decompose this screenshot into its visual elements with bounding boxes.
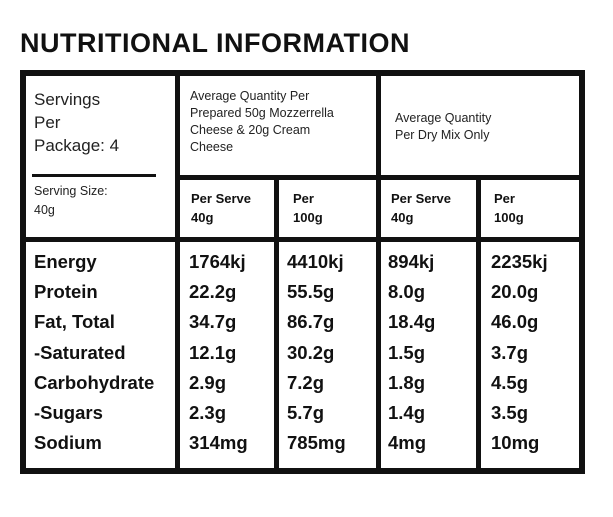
value-cell: 2.3g: [189, 402, 227, 424]
value-cell: 4.5g: [491, 371, 529, 393]
column-header-dry-per-serve: Per Serve 40g: [381, 180, 476, 237]
divider: [32, 174, 156, 177]
servings-label: Per: [34, 113, 61, 132]
value-cell: 314mg: [189, 432, 248, 454]
value-cell: 5.7g: [287, 402, 325, 424]
value-cell: 34.7g: [189, 311, 237, 333]
group-header-line: Average Quantity Per: [190, 89, 310, 103]
values-dry-per-100g: 2235kj 20.0g 46.0g 3.7g 4.5g 3.5g 10mg: [481, 242, 579, 468]
column-group-dry-mix: Average Quantity Per Dry Mix Only: [381, 76, 579, 175]
values-prepared-per-serve: 1764kj 22.2g 34.7g 12.1g 2.9g 2.3g 314mg: [180, 242, 274, 468]
value-cell: 785mg: [287, 432, 346, 454]
column-header-prepared-per-serve: Per Serve 40g: [180, 180, 274, 237]
value-cell: 4mg: [388, 432, 427, 454]
value-cell: 20.0g: [491, 281, 539, 303]
value-cell: 8.0g: [388, 281, 426, 303]
value-cell: 55.5g: [287, 281, 335, 303]
value-cell: 86.7g: [287, 311, 335, 333]
serving-size-label: Serving Size:: [34, 184, 108, 198]
value-cell: 1.5g: [388, 341, 426, 363]
column-header-dry-per-100g: Per 100g: [481, 180, 579, 237]
column-group-prepared: Average Quantity Per Prepared 50g Mozzer…: [180, 76, 376, 175]
value-cell: 18.4g: [388, 311, 436, 333]
values-dry-per-serve: 894kj 8.0g 18.4g 1.5g 1.8g 1.4g 4mg: [381, 242, 476, 468]
row-label-energy: Energy: [34, 251, 97, 272]
values-prepared-per-100g: 4410kj 55.5g 86.7g 30.2g 7.2g 5.7g 785mg: [279, 242, 376, 468]
value-cell: 894kj: [388, 251, 435, 272]
value-cell: 22.2g: [189, 281, 237, 303]
servings-label: Servings: [34, 90, 101, 109]
group-header-line: Cheese: [190, 140, 234, 154]
value-cell: 10mg: [491, 432, 540, 454]
value-cell: 3.7g: [491, 341, 529, 363]
row-label-carbohydrate: Carbohydrate: [34, 371, 155, 393]
group-header-line: Average Quantity: [395, 111, 492, 125]
row-label-sodium: Sodium: [34, 432, 102, 454]
value-cell: 1764kj: [189, 251, 246, 272]
nutrition-table: Servings Per Package: 4 Serving Size: 40…: [20, 70, 585, 474]
value-cell: 4410kj: [287, 251, 344, 272]
value-cell: 46.0g: [491, 311, 539, 333]
servings-count: Package: 4: [34, 136, 120, 155]
group-header-line: Prepared 50g Mozzerrella: [190, 106, 334, 120]
column-header-prepared-per-100g: Per 100g: [279, 180, 376, 237]
value-cell: 12.1g: [189, 341, 237, 363]
nutrient-labels: Energy Protein Fat, Total -Saturated Car…: [26, 242, 175, 468]
group-header-line: Per Dry Mix Only: [395, 128, 490, 142]
value-cell: 1.4g: [388, 402, 426, 424]
group-header-line: Cheese & 20g Cream: [190, 123, 311, 137]
value-cell: 3.5g: [491, 402, 529, 424]
value-cell: 1.8g: [388, 371, 426, 393]
value-cell: 2235kj: [491, 251, 548, 272]
row-label-sugars: -Sugars: [34, 402, 103, 424]
row-label-saturated: -Saturated: [34, 341, 126, 363]
page-title: NUTRITIONAL INFORMATION: [20, 28, 410, 58]
row-label-protein: Protein: [34, 281, 98, 303]
serving-size-value: 40g: [34, 203, 55, 217]
value-cell: 2.9g: [189, 371, 227, 393]
servings-cell: Servings Per Package: 4 Serving Size: 40…: [26, 76, 175, 237]
row-label-fat-total: Fat, Total: [34, 311, 115, 333]
value-cell: 7.2g: [287, 371, 325, 393]
value-cell: 30.2g: [287, 341, 335, 363]
